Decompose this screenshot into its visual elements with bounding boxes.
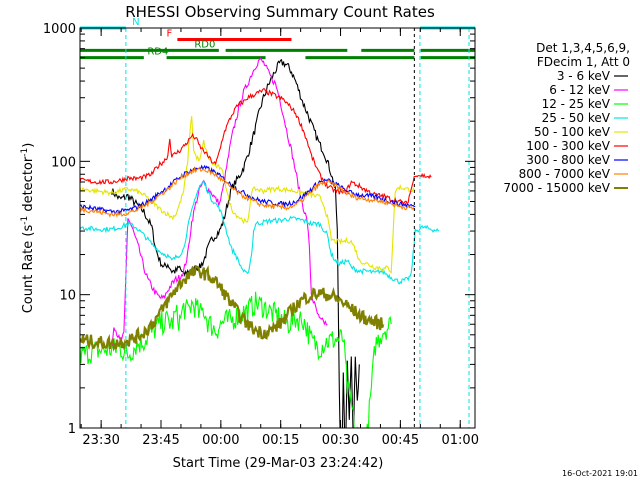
legend-header-1: FDecim 1, Att 0 bbox=[537, 55, 630, 69]
x-tick-label-0: 23:30 bbox=[82, 433, 119, 448]
date-stamp: 16-Oct-2021 19:01 bbox=[562, 469, 638, 478]
flag-label-2: RD0 bbox=[194, 39, 215, 50]
legend-entry-0: 3 - 6 keV bbox=[557, 69, 611, 83]
y-tick-label-0: 1 bbox=[68, 422, 76, 437]
y-tick-label-1: 10 bbox=[59, 289, 76, 304]
series-line-6 bbox=[80, 164, 416, 216]
legend: Det 1,3,4,5,6,9,FDecim 1, Att 03 - 6 keV… bbox=[503, 41, 630, 195]
x-tick-label-1: 23:45 bbox=[142, 433, 179, 448]
legend-entry-7: 800 - 7000 keV bbox=[519, 167, 611, 181]
plot-frame bbox=[79, 27, 476, 429]
legend-entry-8: 7000 - 15000 keV bbox=[503, 181, 610, 195]
y-tick-label-2: 100 bbox=[51, 155, 76, 170]
series-line-0 bbox=[111, 58, 360, 428]
series-line-7 bbox=[80, 166, 416, 218]
data-series-group bbox=[80, 57, 440, 428]
x-tick-label-5: 00:45 bbox=[382, 433, 419, 448]
x-axis-label: Start Time (29-Mar-03 23:24:42) bbox=[173, 456, 384, 471]
legend-header-0: Det 1,3,4,5,6,9, bbox=[536, 41, 630, 55]
y-axis-label: Count Rate (s-1 detector-1) bbox=[20, 143, 36, 314]
flag-label-3: RD4 bbox=[147, 47, 168, 58]
series-line-2 bbox=[80, 291, 392, 428]
series-line-8 bbox=[80, 264, 385, 352]
legend-entry-2: 12 - 25 keV bbox=[542, 97, 611, 111]
legend-entry-1: 6 - 12 keV bbox=[549, 83, 611, 97]
x-tick-label-3: 00:15 bbox=[262, 433, 299, 448]
legend-entry-6: 300 - 800 keV bbox=[526, 153, 610, 167]
axes-group: 1 10 100 1000 23:30 23:45 00:00 00:15 00:30 00:45… bbox=[43, 22, 479, 448]
flag-label-1: F bbox=[166, 28, 172, 39]
flag-label-0: N bbox=[132, 17, 139, 28]
legend-entry-4: 50 - 100 keV bbox=[534, 125, 611, 139]
y-tick-label-3: 1000 bbox=[43, 22, 76, 37]
series-line-4 bbox=[80, 116, 416, 274]
series-line-3 bbox=[80, 179, 440, 285]
chart-title: RHESSI Observing Summary Count Rates bbox=[125, 3, 435, 21]
series-line-1 bbox=[111, 57, 328, 349]
x-tick-label-6: 01:00 bbox=[442, 433, 479, 448]
legend-entry-3: 25 - 50 keV bbox=[542, 111, 611, 125]
x-tick-label-4: 00:30 bbox=[322, 433, 359, 448]
legend-entry-5: 100 - 300 keV bbox=[526, 139, 610, 153]
x-tick-label-2: 00:00 bbox=[202, 433, 239, 448]
instrument-flag-bars: N F RD0 RD4 bbox=[80, 17, 475, 60]
